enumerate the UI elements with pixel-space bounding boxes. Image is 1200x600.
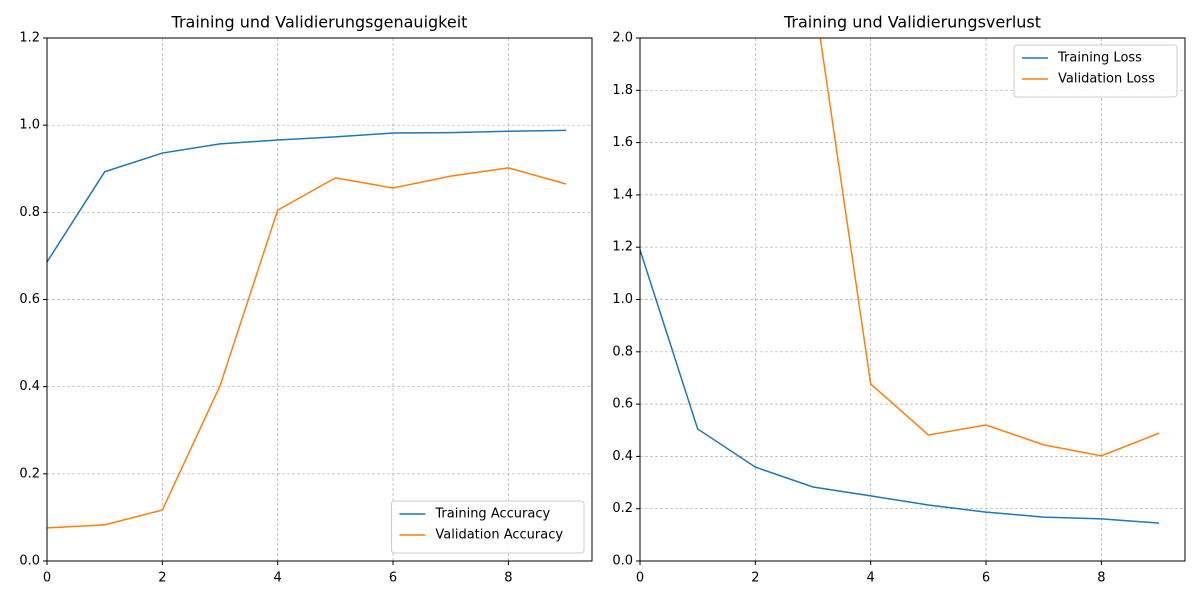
axes-frame: [46, 37, 593, 562]
y-tick-label: 0.8: [19, 205, 40, 220]
x-tick-label: 2: [751, 571, 759, 586]
y-tick-label: 0.4: [19, 379, 40, 394]
legend-label: Validation Loss: [1058, 72, 1155, 87]
chart-title: Training und Validierungsgenauigkeit: [171, 13, 468, 32]
y-tick-label: 0.8: [612, 344, 633, 359]
chart-title: Training und Validierungsverlust: [783, 13, 1041, 32]
subplot: Training und Validierungsverlust 0.0 0.2 0.…: [612, 13, 1186, 586]
y-tick-label: 0.2: [19, 466, 40, 481]
legend-label: Training Loss: [1057, 51, 1142, 66]
y-tick-label: 0.0: [612, 554, 633, 569]
y-tick-label: 0.6: [19, 292, 40, 307]
legend: Training Accuracy Validation Accuracy: [390, 500, 585, 554]
x-tick-label: 4: [274, 571, 282, 586]
y-tick-label: 1.2: [19, 31, 40, 46]
data-line: [640, 249, 1160, 524]
y-tick-label: 1.4: [612, 187, 633, 202]
axes-frame: [639, 37, 1186, 562]
y-tick-label: 2.0: [612, 31, 633, 46]
y-tick-label: 0.6: [612, 397, 633, 412]
y-tick-label: 0.0: [19, 554, 40, 569]
x-tick-label: 8: [504, 571, 512, 586]
legend-box: [1013, 44, 1178, 98]
x-tick-label: 6: [982, 571, 990, 586]
legend: Training Loss Validation Loss: [1013, 44, 1178, 98]
subplot: Training und Validierungsgenauigkeit0.00…: [19, 13, 593, 586]
data-line: [47, 167, 567, 529]
data-line: [819, 38, 1160, 457]
x-tick-label: 8: [1097, 571, 1105, 586]
y-tick-label: 1.2: [612, 240, 633, 255]
y-tick-label: 1.6: [612, 135, 633, 150]
legend-box: [390, 500, 585, 554]
x-tick-label: 0: [43, 571, 51, 586]
y-tick-label: 1.0: [612, 292, 633, 307]
x-tick-label: 2: [158, 571, 166, 586]
data-line: [47, 129, 567, 263]
y-tick-label: 1.0: [19, 118, 40, 133]
y-tick-label: 0.4: [612, 449, 633, 464]
x-tick-label: 6: [389, 571, 397, 586]
x-tick-label: 0: [636, 571, 644, 586]
y-tick-label: 0.2: [612, 501, 633, 516]
y-tick-label: 1.8: [612, 83, 633, 98]
legend-label: Training Accuracy: [434, 507, 550, 522]
x-tick-label: 4: [867, 571, 875, 586]
legend-label: Validation Accuracy: [435, 528, 563, 543]
